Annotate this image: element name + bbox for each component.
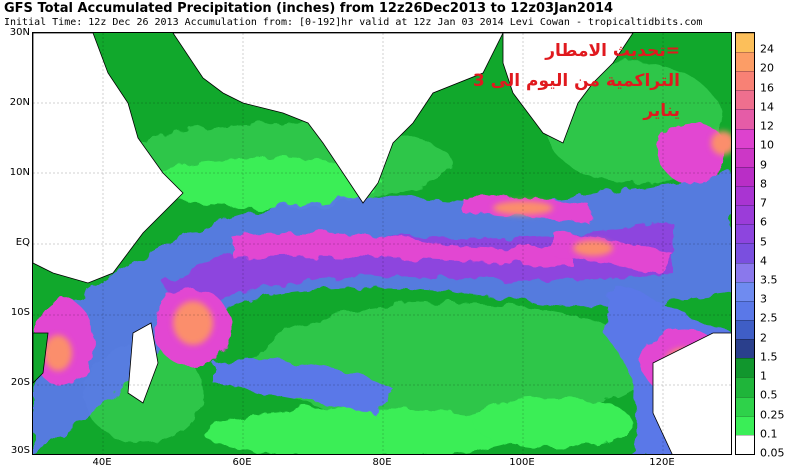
colorbar-box [736,205,754,225]
colorbar-box [736,52,754,72]
colorbar-box [736,396,754,416]
colorbar-label: 16 [760,81,774,95]
lat-label-30s: 30S [10,445,30,456]
lat-label-20n: 20N [9,97,30,108]
colorbar-label: 12 [760,119,774,133]
lon-label-40e: 40E [92,457,112,468]
colorbar-box [736,262,754,282]
graticule [33,33,731,454]
colorbar-box [736,243,754,263]
arabic-annotation: =تحديث الامطار التراكمية من اليوم الى 3 … [473,36,680,126]
colorbar-box [736,147,754,167]
lon-label-120e: 120E [649,457,675,468]
lat-label-10n: 10N [9,167,30,178]
lat-label-eq: EQ [15,237,30,248]
colorbar-label: 3 [760,292,767,306]
colorbar-label: 8 [760,177,767,191]
colorbar-box [736,339,754,359]
colorbar-box [736,71,754,91]
colorbar-box [736,281,754,301]
colorbar-label: 5 [760,235,767,248]
colorbar [735,32,755,455]
colorbar-label: 10 [760,138,774,152]
colorbar-label: 2.5 [760,311,778,325]
chart-subtitle: Initial Time: 12z Dec 26 2013 Accumulati… [4,17,703,28]
colorbar-label: 1.5 [760,350,778,364]
lon-label-60e: 60E [232,457,252,468]
colorbar-label: 0.1 [760,427,778,441]
colorbar-box [736,434,754,454]
colorbar-label: 9 [760,158,767,172]
colorbar-box [736,166,754,187]
colorbar-box [736,109,754,129]
colorbar-label: 7 [760,196,767,210]
colorbar-labels: 0.05 0.1 0.25 0.5 1 1.5 2 2.5 3 3.5 4 5 6 7 8 9 10 12 14 16… [760,32,800,460]
annotation-line-2: التراكمية من اليوم الى 3 [472,71,680,91]
chart-title: GFS Total Accumulated Precipitation (inc… [4,1,614,16]
colorbar-box [736,90,754,110]
colorbar-label: 20 [760,61,774,75]
land-dry [33,33,731,454]
lat-label-30n: 30N [9,27,30,38]
colorbar-label: 0.05 [760,446,785,460]
colorbar-box [736,32,754,53]
annotation-line-3: يناير [643,101,680,121]
colorbar-label: 14 [760,100,774,114]
map-canvas [33,33,731,454]
colorbar-box [736,377,754,397]
lat-label-10s: 10S [10,307,30,318]
colorbar-label: 2 [760,331,767,345]
colorbar-label: 4 [760,254,767,268]
lon-label-80e: 80E [372,457,392,468]
header: GFS Total Accumulated Precipitation (inc… [0,0,800,32]
colorbar-label: 24 [760,42,774,56]
colorbar-label: 3.5 [760,273,778,287]
lon-label-100e: 100E [509,457,535,468]
colorbar-label: 6 [760,215,767,229]
colorbar-box [736,415,754,435]
colorbar-box [736,358,754,378]
colorbar-label: 1 [760,369,767,383]
lat-label-20s: 20S [10,377,30,388]
colorbar-box [736,186,754,206]
colorbar-label: 0.25 [760,408,785,422]
colorbar-box [736,300,754,321]
annotation-line-1: =تحديث الامطار [545,41,680,61]
colorbar-box [736,128,754,148]
colorbar-box [736,224,754,244]
colorbar-box [736,320,754,340]
precipitation-map[interactable] [32,32,732,455]
colorbar-label: 0.5 [760,388,778,402]
